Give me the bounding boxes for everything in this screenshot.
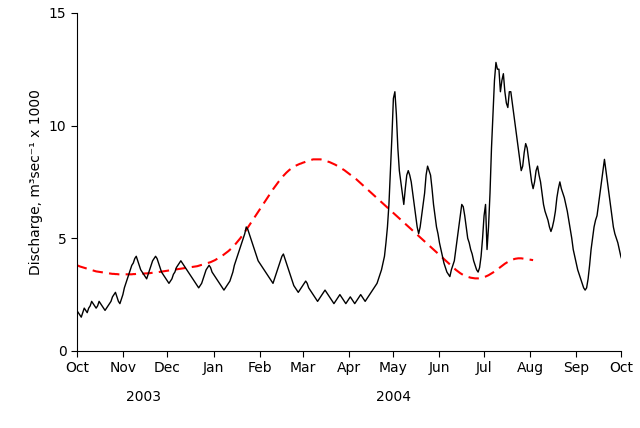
Y-axis label: Discharge, m³sec⁻¹ x 1000: Discharge, m³sec⁻¹ x 1000 [29, 89, 44, 275]
Text: 2003: 2003 [126, 390, 161, 404]
Text: 2004: 2004 [376, 390, 411, 404]
